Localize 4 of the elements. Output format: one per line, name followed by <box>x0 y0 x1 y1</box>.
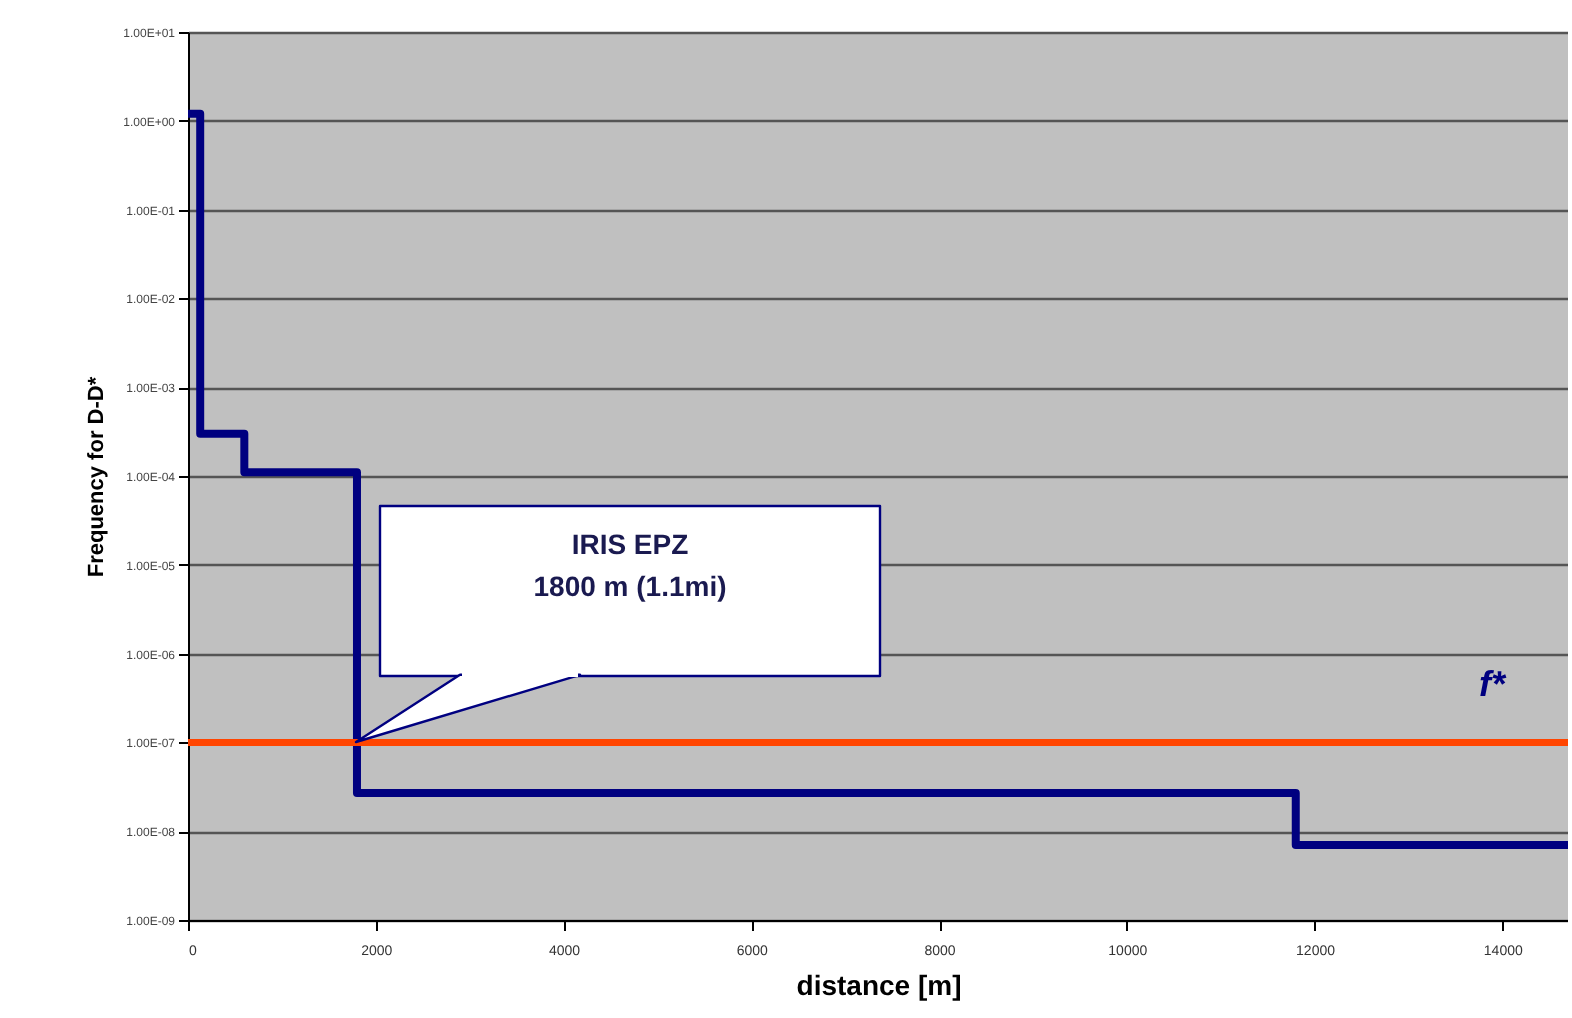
y-axis-title: Frequency for D-D* <box>85 375 110 578</box>
ref-line-label: f* <box>1479 664 1507 705</box>
x-axis-title: distance [m] <box>796 969 962 1001</box>
annotation: IRIS EPZ 1800 m (1.1mi) <box>533 528 727 602</box>
